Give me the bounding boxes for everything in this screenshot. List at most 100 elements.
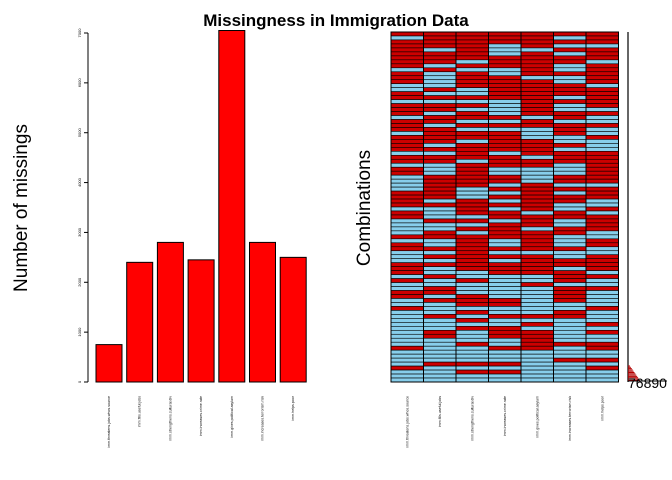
- combination-cell: [455, 206, 489, 212]
- combination-cell: [390, 242, 424, 248]
- combination-cell: [520, 103, 554, 108]
- combination-cell: [553, 278, 587, 283]
- combination-cell: [520, 282, 554, 287]
- combination-cell: [553, 369, 587, 375]
- combination-cell: [488, 341, 522, 347]
- combination-cell: [488, 306, 522, 311]
- combination-cell: [520, 115, 554, 120]
- combination-cell: [423, 182, 457, 188]
- combination-cell: [553, 222, 587, 228]
- combination-cell: [585, 306, 619, 311]
- combination-cell: [585, 326, 619, 331]
- combination-cell: [553, 147, 587, 152]
- bar: [126, 261, 154, 383]
- combination-cell: [423, 254, 457, 260]
- combination-cell: [585, 238, 619, 244]
- combination-cell: [390, 238, 424, 244]
- combination-cell: [423, 158, 457, 164]
- combination-cell: [390, 290, 424, 295]
- combination-cell: [455, 79, 489, 85]
- combination-cell: [390, 67, 424, 73]
- combination-cell: [423, 39, 457, 45]
- combination-category-label: imm.threatens.jobs.whos.source: [405, 396, 409, 448]
- combination-cell: [390, 373, 424, 379]
- combination-cell: [423, 170, 457, 176]
- combination-cell: [455, 318, 489, 323]
- combination-cell: [423, 147, 457, 152]
- combination-cell: [553, 238, 587, 244]
- combination-cell: [553, 123, 587, 128]
- bar-category-label: imm.helps.poor: [291, 395, 295, 420]
- combination-cell: [585, 111, 619, 116]
- combination-cell: [455, 123, 489, 128]
- combination-cell: [553, 306, 587, 311]
- combination-cell: [585, 147, 619, 152]
- combination-cell: [390, 51, 424, 57]
- combination-cell: [423, 310, 457, 315]
- combination-cell: [488, 99, 522, 104]
- combination-cell: [520, 55, 554, 61]
- combination-cell: [553, 361, 587, 367]
- combination-cell: [520, 131, 554, 136]
- combination-cell: [553, 139, 587, 144]
- y-tick-label: 5000: [77, 127, 82, 137]
- combination-cell: [423, 123, 457, 128]
- combination-cell: [585, 99, 619, 104]
- combination-cell: [585, 242, 619, 248]
- combination-cell: [390, 35, 424, 41]
- combination-cell: [455, 210, 489, 216]
- combination-cell: [423, 47, 457, 53]
- combination-cell: [488, 286, 522, 291]
- combination-cell: [520, 270, 554, 275]
- combination-cell: [488, 107, 522, 112]
- bar-y-axis-label: Number of missings: [11, 124, 32, 292]
- combination-cell: [488, 222, 522, 228]
- combination-cell: [585, 43, 619, 49]
- combination-cell: [520, 369, 554, 375]
- combination-cell: [390, 318, 424, 323]
- combination-cell: [585, 226, 619, 232]
- combination-cell: [488, 377, 522, 383]
- combination-cell: [585, 139, 619, 144]
- combination-cell: [390, 353, 424, 359]
- combination-cell: [585, 186, 619, 192]
- combination-cell: [520, 31, 554, 37]
- combination-cell: [488, 103, 522, 108]
- combination-cell: [423, 290, 457, 295]
- combination-cell: [520, 182, 554, 188]
- combination-cell: [390, 143, 424, 148]
- combination-cell: [488, 345, 522, 351]
- combination-cell: [585, 282, 619, 287]
- combination-cell: [390, 274, 424, 279]
- combination-cell: [553, 35, 587, 41]
- combination-cell: [520, 95, 554, 100]
- combination-cell: [553, 31, 587, 37]
- combination-cell: [520, 59, 554, 65]
- combination-cell: [553, 79, 587, 85]
- combination-cell: [423, 43, 457, 49]
- combination-cell: [423, 135, 457, 140]
- combination-cell: [488, 290, 522, 295]
- combination-cell: [390, 214, 424, 220]
- combination-cell: [553, 246, 587, 252]
- combination-cell: [520, 274, 554, 279]
- combination-cell: [455, 143, 489, 148]
- combination-cell: [455, 198, 489, 204]
- combination-cell: [520, 135, 554, 140]
- combination-cell: [488, 71, 522, 77]
- combination-cell: [423, 71, 457, 77]
- combination-cell: [455, 306, 489, 311]
- combinations-frame: [390, 31, 619, 383]
- combination-cell: [423, 127, 457, 132]
- combination-cell: [520, 238, 554, 244]
- combination-cell: [585, 322, 619, 327]
- combination-cell: [520, 107, 554, 112]
- combination-cell: [488, 186, 522, 192]
- combination-cell: [390, 230, 424, 236]
- combination-cell: [390, 349, 424, 355]
- combination-cell: [585, 31, 619, 37]
- combination-cell: [423, 333, 457, 339]
- combination-cell: [488, 266, 522, 271]
- combination-cell: [390, 314, 424, 319]
- combination-cell: [553, 290, 587, 295]
